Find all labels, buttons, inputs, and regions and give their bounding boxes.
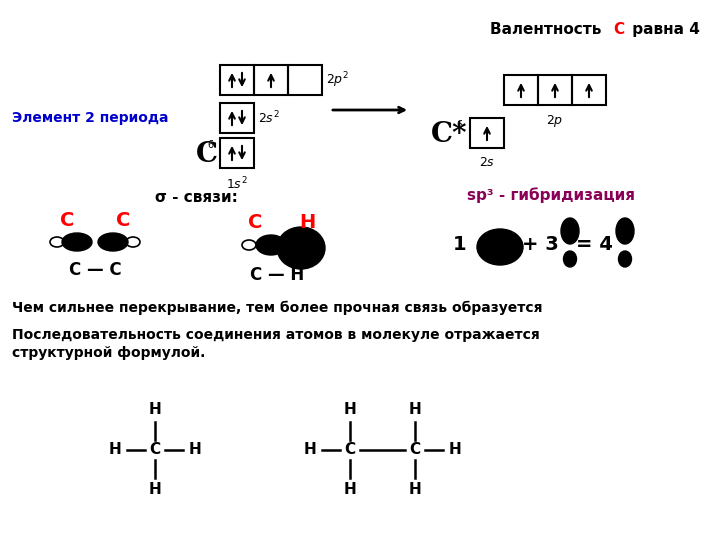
- Ellipse shape: [618, 251, 631, 267]
- Text: H: H: [409, 402, 421, 417]
- Text: H: H: [343, 483, 356, 497]
- Text: H: H: [299, 213, 315, 233]
- Bar: [220, 138, 254, 168]
- Text: С: С: [60, 211, 74, 229]
- Text: $2s$: $2s$: [479, 156, 495, 169]
- Text: C: C: [410, 442, 420, 457]
- Text: 1: 1: [453, 235, 467, 254]
- Text: структурной формулой.: структурной формулой.: [12, 346, 205, 360]
- Ellipse shape: [564, 251, 577, 267]
- Text: С — H: С — H: [250, 266, 304, 284]
- Text: Валентность: Валентность: [490, 22, 607, 37]
- Text: Элемент 2 периода: Элемент 2 периода: [12, 111, 168, 125]
- Text: С: С: [613, 22, 624, 37]
- Bar: [504, 75, 538, 105]
- Text: H: H: [109, 442, 122, 457]
- Text: $^6$: $^6$: [456, 120, 464, 134]
- Text: Чем сильнее перекрывание, тем более прочная связь образуется: Чем сильнее перекрывание, тем более проч…: [12, 301, 542, 315]
- Text: $2p$: $2p$: [546, 113, 564, 129]
- Text: С: С: [248, 213, 262, 233]
- Text: равна 4: равна 4: [627, 22, 700, 37]
- Bar: [288, 65, 322, 95]
- Text: H: H: [449, 442, 462, 457]
- Text: С — С: С — С: [68, 261, 121, 279]
- Text: Последовательность соединения атомов в молекуле отражается: Последовательность соединения атомов в м…: [12, 328, 540, 342]
- Text: σ - связи:: σ - связи:: [155, 191, 238, 206]
- Text: С: С: [116, 211, 130, 229]
- Bar: [220, 65, 254, 95]
- Text: H: H: [343, 402, 356, 417]
- Bar: [470, 118, 504, 148]
- Text: $^6$: $^6$: [207, 140, 215, 154]
- Text: H: H: [409, 483, 421, 497]
- Ellipse shape: [277, 227, 325, 269]
- Ellipse shape: [98, 233, 128, 251]
- Text: $2p^2$: $2p^2$: [326, 70, 349, 90]
- Text: C: C: [196, 141, 218, 168]
- Text: C: C: [344, 442, 356, 457]
- Ellipse shape: [256, 235, 286, 255]
- Bar: [220, 103, 254, 133]
- Text: + 3: + 3: [521, 235, 559, 254]
- Text: sp³ - гибридизация: sp³ - гибридизация: [467, 187, 635, 203]
- Text: H: H: [189, 442, 202, 457]
- Ellipse shape: [477, 229, 523, 265]
- Text: H: H: [148, 483, 161, 497]
- Text: $2s^2$: $2s^2$: [258, 110, 279, 126]
- Bar: [538, 75, 572, 105]
- Text: C: C: [150, 442, 161, 457]
- Text: C*: C*: [431, 122, 468, 148]
- Text: $1s^2$: $1s^2$: [226, 176, 248, 193]
- Text: H: H: [148, 402, 161, 417]
- Bar: [254, 65, 288, 95]
- Ellipse shape: [62, 233, 92, 251]
- Text: H: H: [304, 442, 316, 457]
- Ellipse shape: [561, 218, 579, 244]
- Text: = 4: = 4: [575, 235, 613, 254]
- Ellipse shape: [616, 218, 634, 244]
- Bar: [572, 75, 606, 105]
